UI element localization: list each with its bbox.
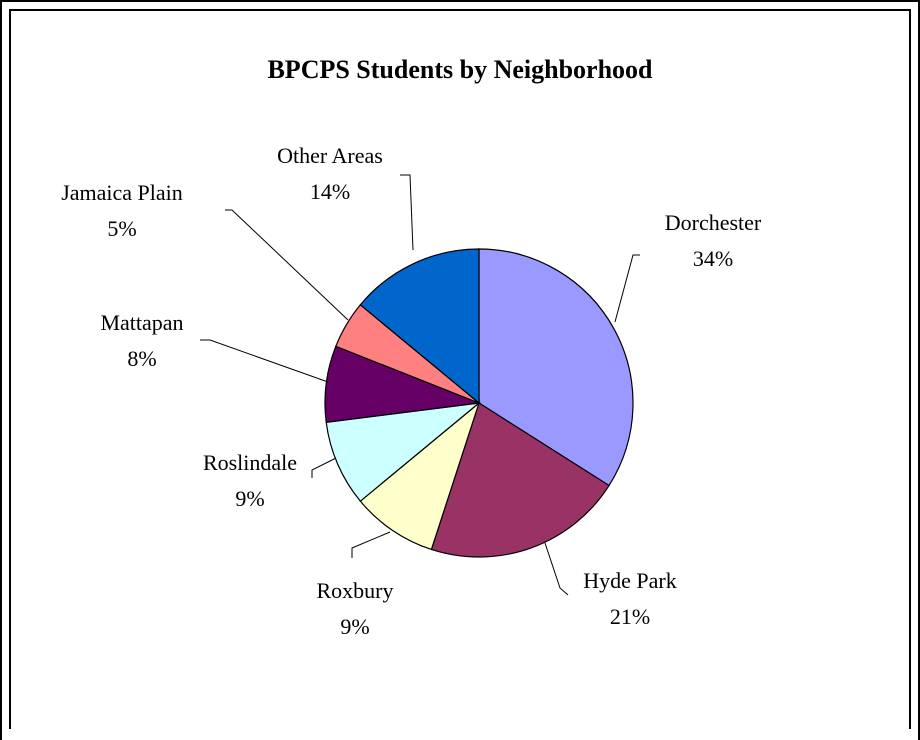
slice-percent-other-areas: 14% <box>310 179 350 204</box>
leader-line-other-areas <box>400 174 414 251</box>
slice-percent-roslindale: 9% <box>235 486 264 511</box>
slice-label-roslindale: Roslindale <box>203 450 297 475</box>
slice-percent-roxbury: 9% <box>340 614 369 639</box>
slice-percent-dorchester: 34% <box>693 246 733 271</box>
slice-percent-jamaica-plain: 5% <box>107 216 136 241</box>
pie-slice-hyde-park <box>430 402 610 558</box>
leader-line-dorchester <box>614 254 640 323</box>
slice-percent-mattapan: 8% <box>127 346 156 371</box>
pie-slice-other-areas <box>359 248 480 405</box>
slice-label-hyde-park: Hyde Park <box>583 568 676 593</box>
leader-line-jamaica-plain <box>225 209 349 321</box>
leader-line-mattapan <box>200 339 329 383</box>
pie-slice-roxbury <box>359 401 481 551</box>
pie-slice-roslindale <box>325 402 481 503</box>
leader-line-hyde-park <box>544 542 569 596</box>
slice-percent-hyde-park: 21% <box>610 604 650 629</box>
slice-label-roxbury: Roxbury <box>317 578 394 603</box>
slice-label-other-areas: Other Areas <box>277 143 383 168</box>
slice-label-dorchester: Dorchester <box>665 210 762 235</box>
pie-chart: Dorchester 34% Hyde Park 21% Roxbury 9% Roslin… <box>61 143 762 639</box>
slice-label-jamaica-plain: Jamaica Plain <box>61 180 183 205</box>
chart-frame-inner <box>9 9 911 729</box>
leader-line-roxbury <box>351 531 391 558</box>
chart-title: BPCPS Students by Neighborhood <box>267 55 653 84</box>
pie-slice-dorchester <box>478 248 634 487</box>
leader-line-roslindale <box>311 457 337 478</box>
slice-label-mattapan: Mattapan <box>100 310 183 335</box>
